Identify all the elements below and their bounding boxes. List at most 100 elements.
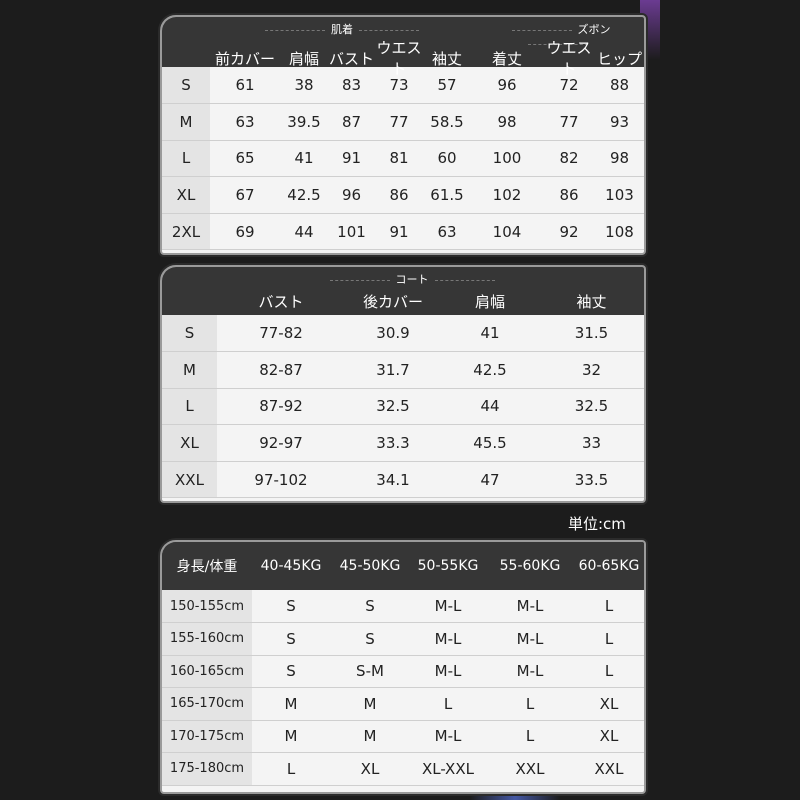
table-cell: 87-92 (217, 388, 345, 426)
table-cell: 77 (375, 103, 423, 141)
table-cell: 96 (471, 67, 543, 105)
table-cell: 103 (595, 176, 644, 214)
column-header: 前カバー (214, 49, 275, 68)
table-cell: 77 (543, 103, 595, 141)
table-cell: 33.3 (345, 424, 441, 462)
table-cell: M-L (486, 655, 574, 688)
row-label: 165-170cm (162, 687, 252, 721)
table-cell: 97-102 (217, 461, 345, 499)
table-cell: 67 (210, 176, 280, 214)
column-header: 50-55KG (410, 542, 486, 590)
table-cell: 41 (280, 140, 328, 178)
row-label: 150-155cm (162, 590, 252, 623)
unit-label: 単位:cm (568, 515, 626, 533)
row-label: 170-175cm (162, 720, 252, 753)
table-cell: 82 (543, 140, 595, 178)
column-header: 袖丈 (576, 292, 607, 311)
table-cell: 61.5 (423, 176, 471, 214)
table-row: 175-180cm L XL XL-XXL XXL XXL (162, 752, 644, 786)
table-cell: 88 (595, 67, 644, 105)
table-cell: 47 (441, 461, 539, 499)
row-label: 175-180cm (162, 752, 252, 786)
table-cell: 77-82 (217, 315, 345, 353)
table-cell: S (252, 655, 330, 688)
table-row: 160-165cm S S-M M-L M-L L (162, 655, 644, 688)
table-row: XL 92-97 33.3 45.5 33 (162, 424, 644, 462)
column-header: 身長/体重 (162, 542, 252, 590)
table-row: 150-155cm S S M-L M-L L (162, 590, 644, 623)
row-label: L (162, 140, 210, 178)
table-cell: 91 (328, 140, 375, 178)
row-label: S (162, 315, 217, 353)
column-header (162, 287, 217, 315)
table-cell: L (486, 687, 574, 721)
table-row: 170-175cm M M M-L L XL (162, 720, 644, 753)
table-cell: L (574, 590, 644, 623)
table-cell: 69 (210, 213, 280, 251)
table-cell: 32 (539, 351, 644, 389)
table-cell: 45.5 (441, 424, 539, 462)
table-cell: M-L (410, 655, 486, 688)
column-header: 45-50KG (330, 542, 410, 590)
group-label-coat: コート (262, 271, 562, 287)
table-cell: 42.5 (280, 176, 328, 214)
table-cell: L (410, 687, 486, 721)
table-cell: 65 (210, 140, 280, 178)
table-cell: 98 (471, 103, 543, 141)
row-label: XL (162, 424, 217, 462)
table-cell: 58.5 (423, 103, 471, 141)
table-cell: 93 (595, 103, 644, 141)
table-row: M 82-87 31.7 42.5 32 (162, 351, 644, 389)
table-cell: XXL (574, 752, 644, 786)
table-cell: 44 (280, 213, 328, 251)
table-header: コート バスト 後カバー 肩幅 袖丈 (162, 267, 644, 315)
table-cell: 81 (375, 140, 423, 178)
row-label: M (162, 351, 217, 389)
table-row: M 63 39.5 87 77 58.5 98 77 93 (162, 103, 644, 141)
table-cell: M (330, 687, 410, 721)
column-header: バスト (328, 49, 374, 68)
column-header: 60-65KG (574, 542, 644, 590)
table-cell: 101 (328, 213, 375, 251)
table-cell: 38 (280, 67, 328, 105)
table-row: L 87-92 32.5 44 32.5 (162, 388, 644, 426)
table-cell: 108 (595, 213, 644, 251)
group-label-innerwear: 肌着 (222, 21, 462, 37)
row-label: 160-165cm (162, 655, 252, 688)
table-cell: S (252, 622, 330, 656)
table-cell: XL (330, 752, 410, 786)
table-cell: 34.1 (345, 461, 441, 499)
column-header: 肩幅 (288, 49, 319, 68)
table-cell: XXL (486, 752, 574, 786)
table-cell: 61 (210, 67, 280, 105)
table-cell: 31.5 (539, 315, 644, 353)
table-cell: M (330, 720, 410, 753)
column-header: ウエスト (546, 39, 592, 78)
table-cell: 87 (328, 103, 375, 141)
table-cell: 31.7 (345, 351, 441, 389)
table-cell: 96 (328, 176, 375, 214)
table-cell: 86 (375, 176, 423, 214)
table-cell: 63 (210, 103, 280, 141)
table-cell: 39.5 (280, 103, 328, 141)
table-cell: M-L (486, 590, 574, 623)
table-cell: 102 (471, 176, 543, 214)
table-cell: S-M (330, 655, 410, 688)
table-cell: 92-97 (217, 424, 345, 462)
table-cell: M-L (410, 590, 486, 623)
row-label: 2XL (162, 213, 210, 251)
table-cell: L (574, 622, 644, 656)
table-header: 肌着 ズボン 前カバー 肩幅 バスト ウエスト 袖丈 着丈 ウエスト ヒップ (162, 17, 644, 78)
table-cell: 57 (423, 67, 471, 105)
table-cell: 30.9 (345, 315, 441, 353)
group-label-pants: ズボン (472, 21, 644, 50)
table-row: 165-170cm M M L L XL (162, 687, 644, 721)
table-cell: 32.5 (345, 388, 441, 426)
column-header (162, 37, 210, 79)
table-cell: S (330, 622, 410, 656)
table-cell: 73 (375, 67, 423, 105)
column-header: 55-60KG (486, 542, 574, 590)
column-header: 着丈 (491, 49, 522, 68)
table-cell: L (252, 752, 330, 786)
table-cell: M (252, 720, 330, 753)
